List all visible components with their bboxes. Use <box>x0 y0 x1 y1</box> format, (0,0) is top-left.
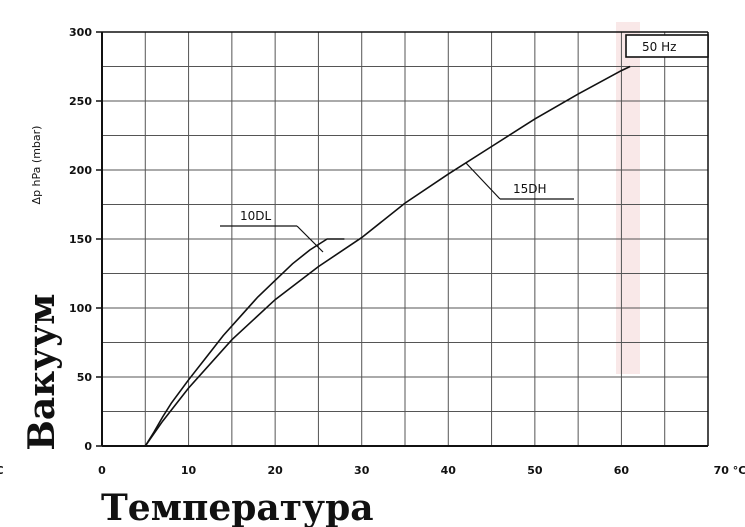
y-tick-label: 300 <box>69 26 92 39</box>
y-tick-label: 250 <box>69 95 92 108</box>
x-tick-labels: 0 10 20 30 40 50 60 70 °C <box>98 464 745 477</box>
y-tick-label: 0 <box>84 440 92 453</box>
big-y-label: Вакуум <box>21 293 63 450</box>
x-tick-label: 0 <box>98 464 106 477</box>
series-line-15dh <box>144 65 631 447</box>
leader-15dh <box>465 162 501 200</box>
series-label-15dh: 15DH <box>513 182 547 196</box>
y-axis-label: Δp hPa (mbar) <box>30 126 43 205</box>
left-partial-unit: °C <box>0 464 4 477</box>
x-tick-label: 40 <box>441 464 457 477</box>
series-label-10dl: 10DL <box>240 209 272 223</box>
x-tick-label: 60 <box>614 464 630 477</box>
x-tick-label: 30 <box>354 464 370 477</box>
y-tick-labels: 0 50 100 150 200 250 300 <box>69 26 102 453</box>
x-tick-label: 20 <box>267 464 283 477</box>
x-tick-label: 50 <box>527 464 543 477</box>
highlight-band <box>616 22 640 374</box>
y-tick-label: 200 <box>69 164 92 177</box>
series-lines <box>144 65 631 447</box>
x-tick-label-end: 70 °C <box>714 464 745 477</box>
series-line-10dl <box>144 238 345 447</box>
y-tick-label: 150 <box>69 233 92 246</box>
x-tick-label: 10 <box>181 464 197 477</box>
grid <box>101 31 709 447</box>
frequency-label: 50 Hz <box>642 40 676 54</box>
y-tick-label: 100 <box>69 302 92 315</box>
frequency-box <box>625 34 709 58</box>
big-x-label: Температура <box>101 487 374 527</box>
y-tick-label: 50 <box>77 371 93 384</box>
leader-10dl <box>296 225 324 253</box>
